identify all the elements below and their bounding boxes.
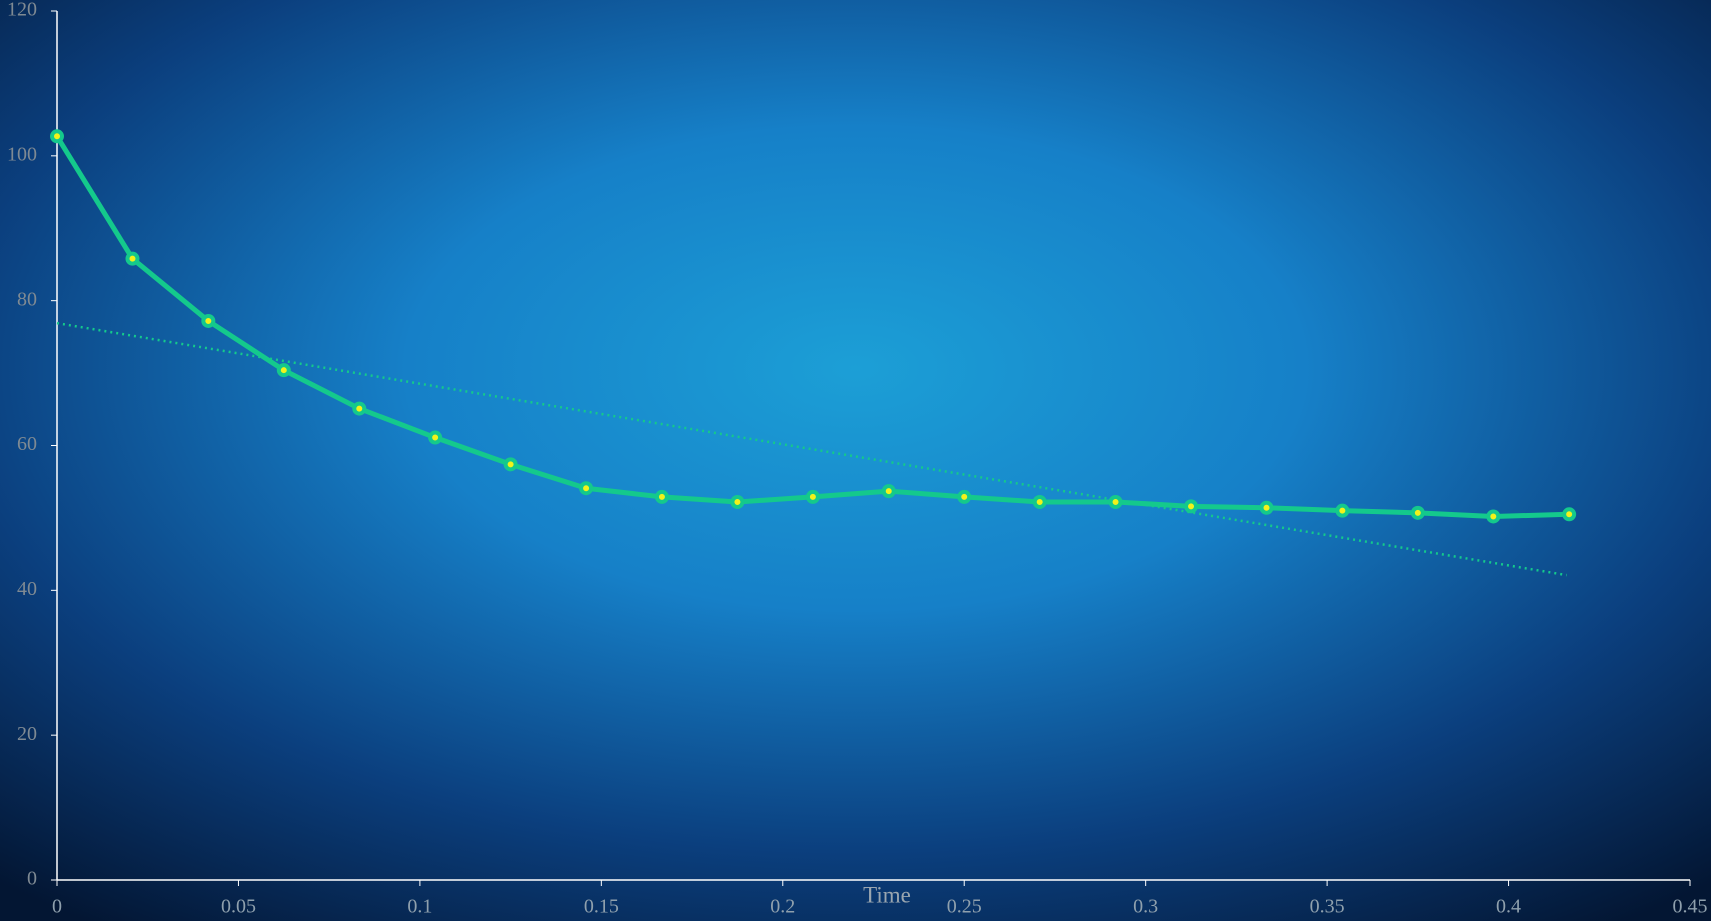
y-tick-label: 100: [7, 143, 37, 165]
x-tick-label: 0.1: [407, 896, 432, 918]
data-point: [1032, 494, 1047, 509]
data-point: [503, 457, 518, 472]
data-point: [730, 494, 745, 509]
y-tick-label: 0: [27, 868, 37, 890]
data-point: [881, 484, 896, 499]
data-point: [1486, 509, 1501, 524]
data-point: [428, 430, 443, 445]
x-tick-label: 0.35: [1310, 896, 1345, 918]
y-tick-label: 40: [17, 578, 37, 600]
data-point: [805, 489, 820, 504]
data-point: [1335, 503, 1350, 518]
x-tick-label: 0.05: [221, 896, 256, 918]
x-tick-label: 0.45: [1673, 896, 1708, 918]
data-point: [1562, 507, 1577, 522]
x-tick-label: 0.2: [770, 896, 795, 918]
data-point: [50, 129, 64, 144]
data-point: [276, 363, 291, 378]
data-point: [1410, 505, 1425, 520]
x-tick-label: 0.3: [1133, 896, 1158, 918]
data-point: [1108, 494, 1123, 509]
x-tick-label: 0.15: [584, 896, 619, 918]
x-tick-label: 0.25: [947, 896, 982, 918]
x-axis-label: Time: [863, 882, 911, 907]
data-point: [1259, 500, 1274, 515]
y-tick-label: 80: [17, 288, 37, 310]
data-point: [654, 489, 669, 504]
data-point: [352, 401, 367, 416]
data-point: [957, 489, 972, 504]
y-tick-label: 120: [7, 0, 37, 21]
y-tick-label: 60: [17, 433, 37, 455]
data-point: [125, 251, 140, 266]
x-tick-label: 0.4: [1496, 896, 1521, 918]
y-tick-label: 20: [17, 723, 37, 745]
data-point: [1184, 499, 1199, 514]
x-tick-label: 0: [52, 896, 62, 918]
data-point: [201, 313, 216, 328]
data-point: [579, 481, 594, 496]
